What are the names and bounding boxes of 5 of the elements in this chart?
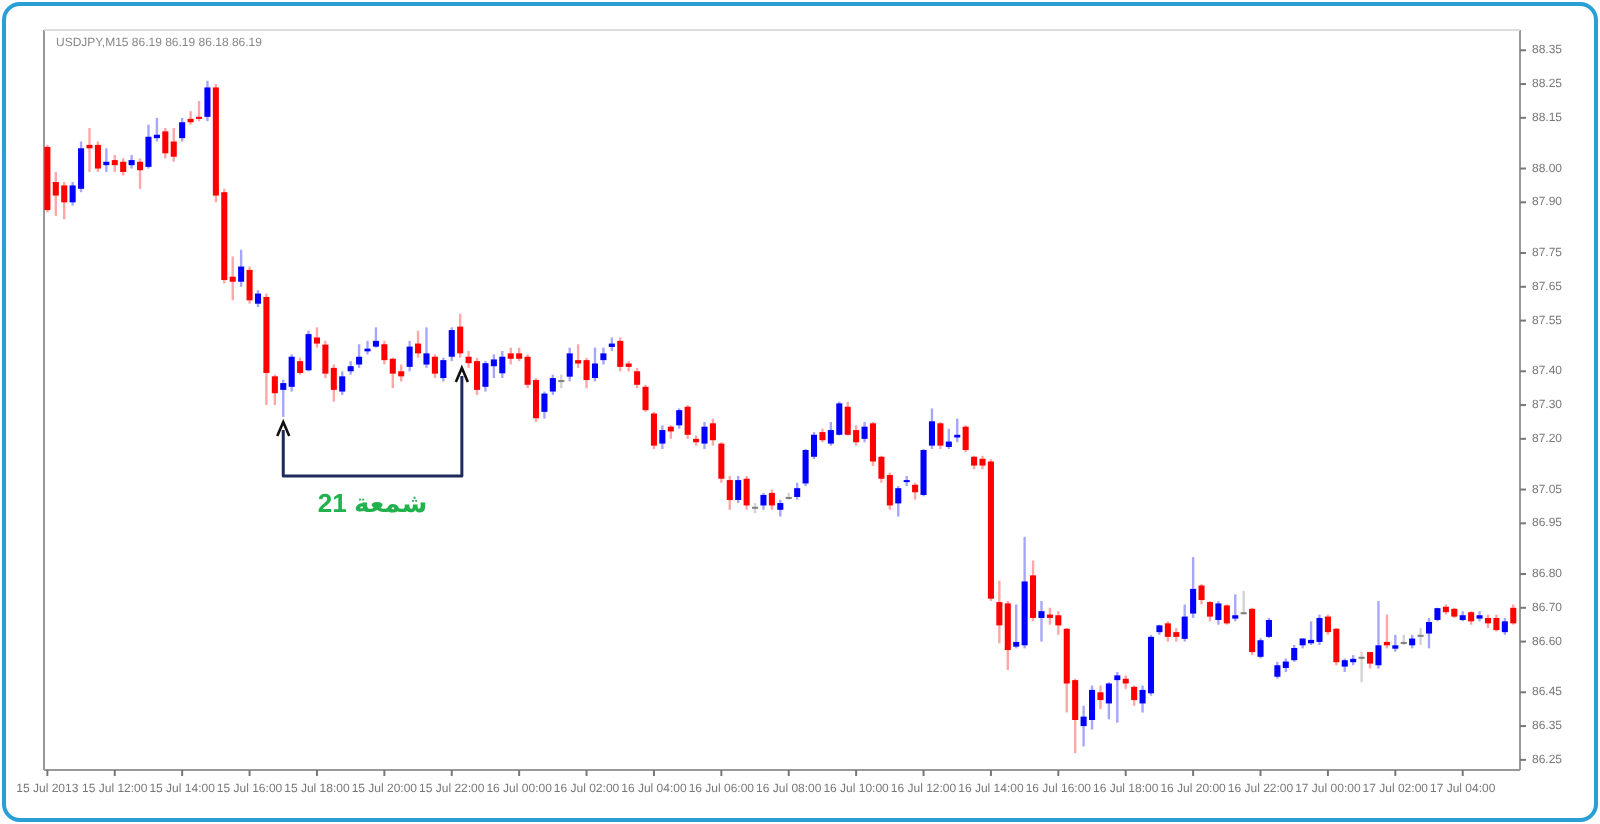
candlestick [1417,626,1424,647]
candlestick [1392,633,1399,653]
candlestick [903,474,910,488]
annotation: 21 شمعة [317,488,428,519]
candlestick [187,109,194,126]
